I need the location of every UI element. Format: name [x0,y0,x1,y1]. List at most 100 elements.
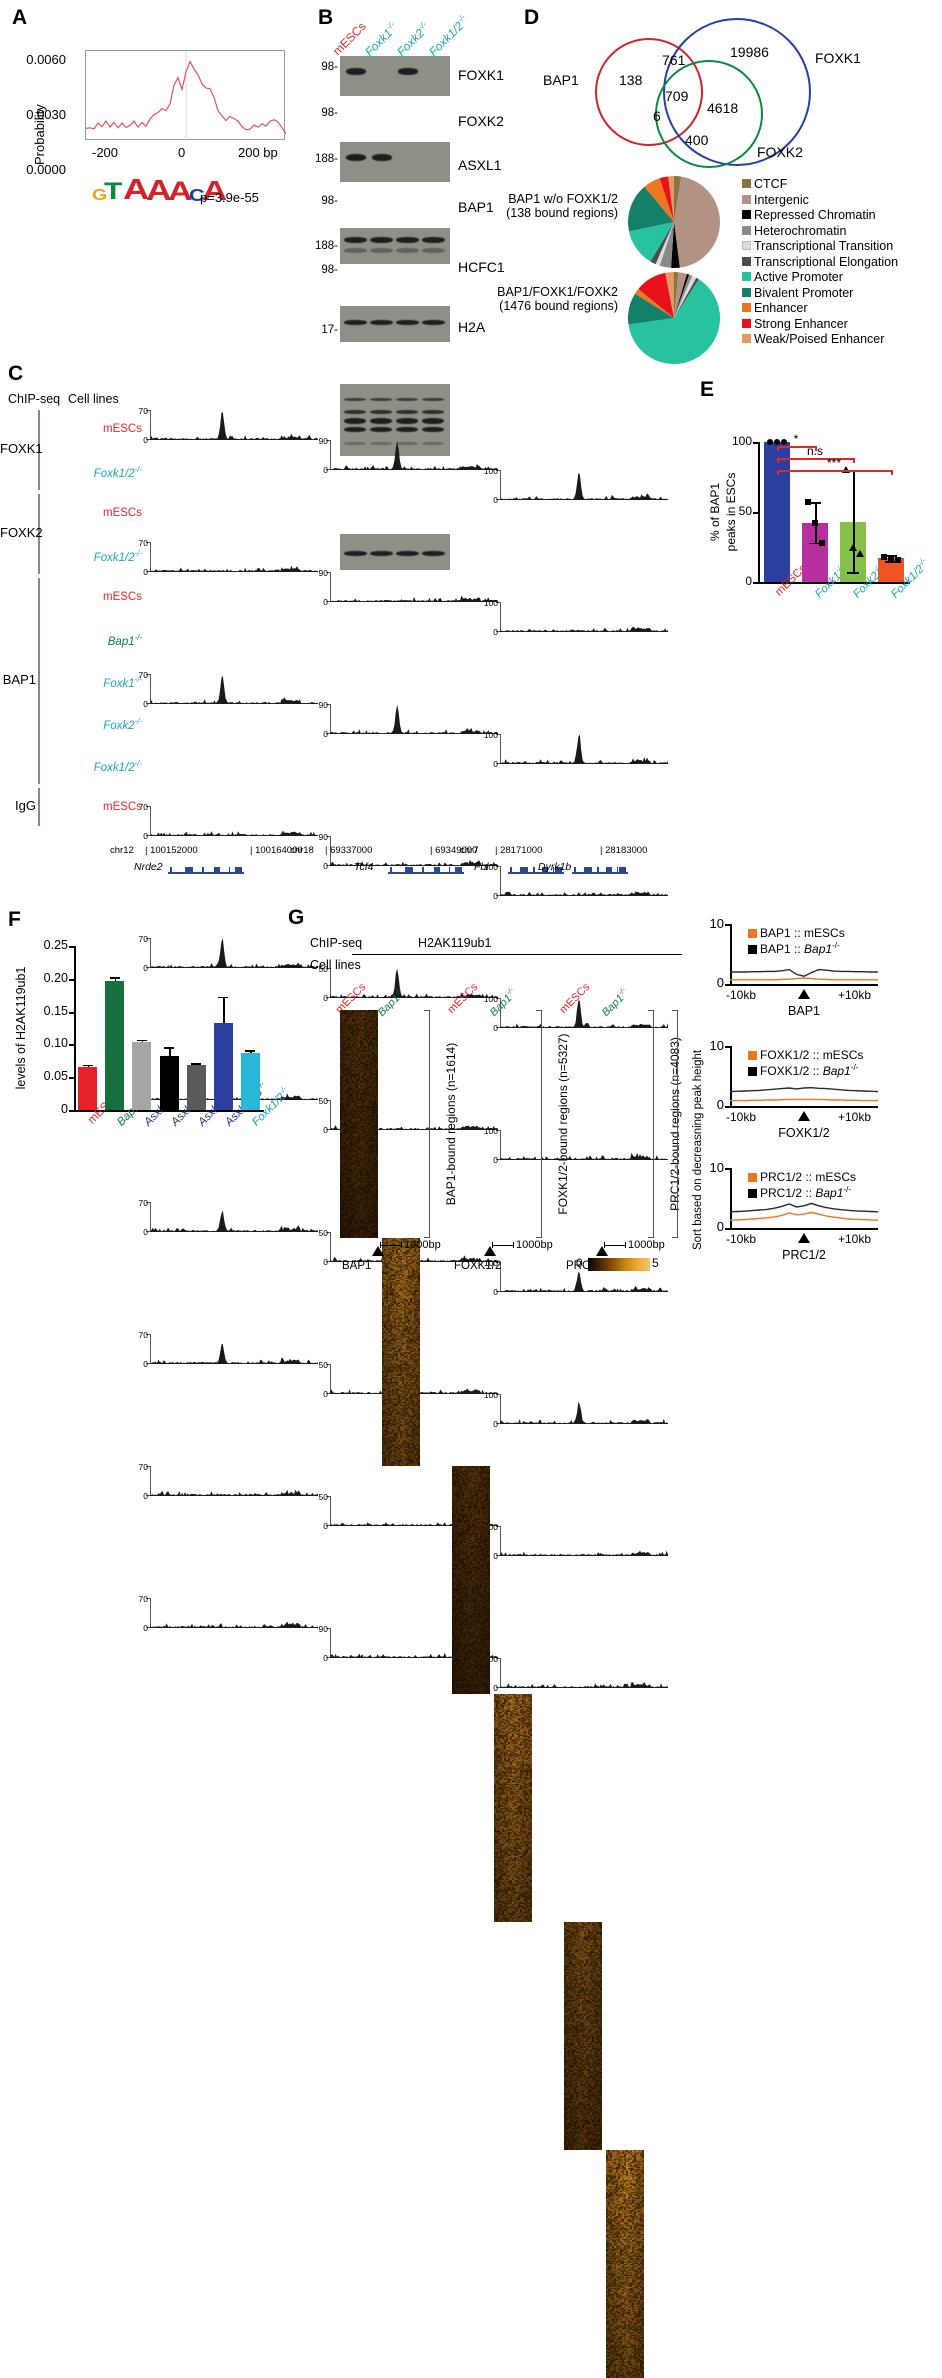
gene-track-tcf4 [388,869,464,877]
heatmap-2-scaletick-l [604,1242,605,1248]
legend-item-3: Heterochromatin [742,223,942,239]
panel-f-errorbar-5 [223,997,225,1023]
panel-e-sig-label-0: * [786,432,806,446]
meta-0-ylabel-top: 10 [696,916,724,931]
track-signal-6-0 [150,1202,318,1232]
heatmap-0-bap1ko [382,1238,420,1466]
track-scale-min-9-1: 0 [323,1653,328,1663]
panel-f-ytick-mark-4 [69,1077,74,1079]
meta-1-series-1 [730,1088,878,1092]
coord-end-2: | 28183000 [600,845,647,856]
track-scale-max-9-1: 90 [319,1624,328,1634]
panel-e-errorcap-bot-2 [847,572,859,574]
panel-f-bar-1 [105,981,124,1110]
track-signal-9-2 [500,1658,668,1688]
meta-1-anchor-arrow [798,1111,810,1121]
heatmap-0-mescs [340,1010,378,1238]
heatmap-0-region-label: BAP1-bound regions (n=1614) [444,1010,458,1238]
track-signal-9-0 [150,1598,318,1628]
panel-e-errorbar-2 [853,470,855,572]
track-signal-2-1 [330,704,498,734]
meta-1-legend-swatch-0 [748,1051,757,1060]
track-scale-min-0-0: 0 [143,435,148,445]
heatmap-sort-bracket [672,1010,678,1238]
heatmap-0-anchor-arrow [372,1246,384,1256]
panel-f-bar-2 [132,1042,151,1110]
panel-f-ytick-mark-5 [69,1110,74,1112]
track-scale-max-7-1: 50 [319,1360,328,1370]
legend-swatch-6 [742,272,751,281]
venn-count-bap1-foxk1: 761 [662,52,685,68]
heatmap-2-scalebar [604,1245,626,1246]
panel-f-letter: F [8,908,21,932]
heatmap-2-scalelabel: 1000bp [628,1239,665,1251]
meta-0-xaxis [730,984,878,986]
heatmap-0-scalelabel: 1000bp [404,1239,441,1251]
panel-f-ytick-0: 0.25 [26,938,68,952]
track-signal-8-2 [500,1526,668,1556]
venn-count-foxk1-foxk2: 4618 [707,100,738,116]
blot-mw-BAP1-0: 98- [310,195,338,207]
panel-b-letter: B [318,6,333,30]
meta-1-xleft: -10kb [726,1110,756,1124]
blot-name-h2a: H2A [458,319,485,335]
track-scale-min-7-2: 0 [493,1419,498,1429]
panel-c-header-chipseq: ChIP-seq [8,392,60,406]
panel-e-point-1-1 [812,520,818,526]
track-scale-max-0-0: 70 [139,406,148,416]
blot-name-foxk1: FOXK1 [458,67,504,83]
meta-1-ytick-bot [725,1106,730,1108]
gene-track-dyrk1b [572,869,628,877]
venn-diagram: BAP1 FOXK1 FOXK2 138 761 709 6 19986 461… [545,10,875,170]
coord-start-0: | 100152000 [145,845,198,856]
legend-item-9: Strong Enhancer [742,316,942,332]
track-signal-2-2 [500,734,668,764]
panel-e-ytick-0: 100 [718,434,752,448]
track-scale-max-7-2: 100 [484,1390,498,1400]
blot-lane-label-3: Foxk1/2-/- [425,13,471,59]
heatmap-1-mescs [452,1466,490,1694]
heatmap-1-scalelabel: 1000bp [516,1239,553,1251]
pie-2-title-line1: BAP1/FOXK1/FOXK2 [470,285,618,299]
heatmap-1-scaletick-r [513,1242,514,1248]
heatmap-1-scalebar [492,1245,514,1246]
track-cellline-6: Foxk1-/- [42,675,142,690]
meta-1-series-0 [730,1099,878,1100]
track-scale-max-1-2: 100 [484,598,498,608]
venn-count-bap1-foxk2: 6 [653,108,661,124]
legend-item-0: CTCF [742,176,942,192]
pie-1-title-line2: (138 bound regions) [490,206,618,220]
blot-bap1 [340,306,450,342]
heatmap-0-collabel-1: Bap1-/- [374,985,408,1019]
panel-g-header-mark: H2AK119ub1 [418,936,491,950]
coord-chrom-0: chr12 [110,845,134,856]
meta-1-xaxis [730,1106,878,1108]
panel-a-xtick-2: 200 bp [238,145,278,160]
meta-0-xleft: -10kb [726,988,756,1002]
track-scale-max-0-1: 90 [319,436,328,446]
legend-swatch-9 [742,319,751,328]
meta-2-series-0 [730,1212,878,1220]
legend-label-8: Enhancer [754,301,808,315]
meta-0-ytick-bot [725,984,730,986]
track-scale-max-8-0: 70 [139,1462,148,1472]
colorbar-min: 0 [576,1256,583,1270]
track-scale-min-1-0: 0 [143,567,148,577]
blot-mw-FOXK2-0: 98- [310,107,338,119]
legend-label-5: Transcriptional Elongation [754,255,898,269]
track-scale-min-6-0: 0 [143,1227,148,1237]
pie-chart-bap1-wo-foxk12 [628,176,720,268]
panel-a-letter: A [12,6,27,30]
panel-e-sig-end-l-0 [777,446,779,451]
meta-0-xright: +10kb [838,988,871,1002]
meta-1-ylabel-top: 10 [696,1038,724,1053]
panel-e-yaxis [758,442,760,582]
track-signal-3-0 [150,806,318,836]
pie-1-svg [628,176,720,268]
pie-1-slice-1 [674,177,720,268]
track-group-label-igg: IgG [0,798,36,813]
